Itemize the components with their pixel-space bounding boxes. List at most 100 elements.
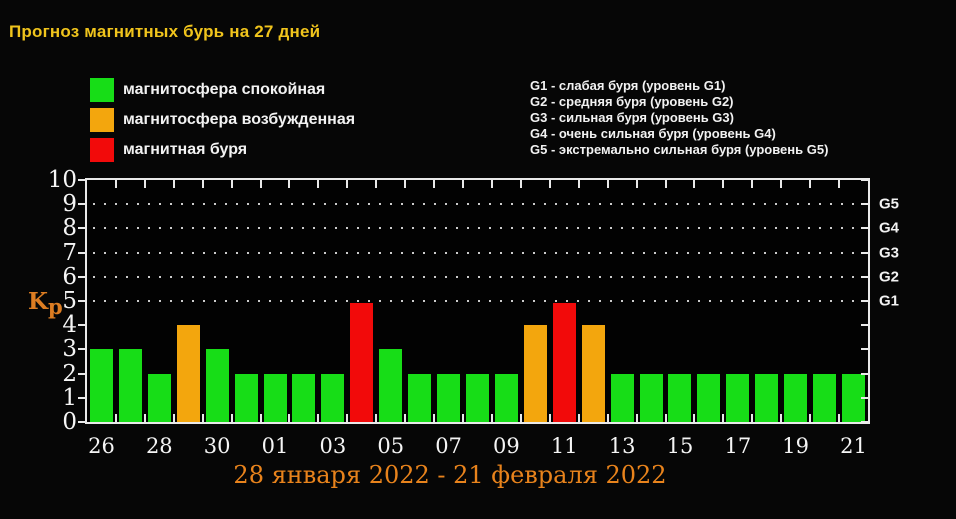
kp-label-main: K bbox=[28, 288, 48, 315]
bottom-axis-tick bbox=[838, 414, 841, 422]
top-axis-tick bbox=[490, 180, 493, 188]
bottom-axis-tick bbox=[635, 414, 638, 422]
y-axis-tick-left bbox=[78, 227, 85, 230]
bottom-axis-tick bbox=[780, 414, 783, 422]
bottom-axis-tick bbox=[577, 414, 580, 422]
storm-level-g2: G2 - средняя буря (уровень G2) bbox=[530, 94, 734, 109]
kp-bar-day-28 bbox=[147, 373, 171, 422]
kp-bar-day-13 bbox=[610, 373, 634, 422]
top-axis-tick bbox=[751, 180, 754, 188]
x-tick-label: 05 bbox=[377, 434, 405, 458]
legend-item-excited: магнитосфера возбужденная bbox=[90, 108, 355, 132]
top-axis-tick bbox=[693, 180, 696, 188]
bottom-axis-tick bbox=[519, 414, 522, 422]
legend-item-label: магнитосфера возбужденная bbox=[123, 111, 356, 128]
bottom-axis-tick bbox=[548, 414, 551, 422]
top-axis-tick bbox=[664, 180, 667, 188]
bottom-axis-tick bbox=[346, 414, 349, 422]
bottom-axis-tick bbox=[490, 414, 493, 422]
y-tick-label: 7 bbox=[62, 239, 77, 266]
kp-bar-day-02 bbox=[292, 373, 316, 422]
y-axis-tick-right bbox=[861, 227, 868, 230]
kp-bar-day-16 bbox=[697, 373, 721, 422]
top-axis-tick bbox=[722, 180, 725, 188]
top-axis-tick bbox=[172, 180, 175, 188]
bottom-axis-tick bbox=[143, 414, 146, 422]
y-tick-label: 9 bbox=[62, 191, 77, 218]
top-axis-tick bbox=[259, 180, 262, 188]
bottom-axis-tick bbox=[404, 414, 407, 422]
bottom-axis-tick bbox=[664, 414, 667, 422]
kp-bar-day-19 bbox=[784, 373, 808, 422]
top-axis-tick bbox=[404, 180, 407, 188]
quiet-color-swatch bbox=[90, 78, 114, 102]
kp-bar-day-04 bbox=[350, 303, 374, 422]
kp-bar-day-10 bbox=[523, 325, 547, 422]
bottom-axis-tick bbox=[809, 414, 812, 422]
storm-level-g1: G1 - слабая буря (уровень G1) bbox=[530, 78, 726, 93]
top-axis-tick bbox=[317, 180, 320, 188]
y-axis-tick-left bbox=[78, 275, 85, 278]
y-axis-tick-right bbox=[861, 275, 868, 278]
bottom-axis-tick bbox=[201, 414, 204, 422]
x-tick-label: 01 bbox=[261, 434, 289, 458]
kp-bar-day-31 bbox=[234, 373, 258, 422]
y-axis-tick-right bbox=[861, 203, 868, 206]
top-axis-tick bbox=[433, 180, 436, 188]
top-axis-tick bbox=[519, 180, 522, 188]
top-axis-tick bbox=[635, 180, 638, 188]
kp-bar-day-27 bbox=[118, 349, 142, 422]
kp-bar-day-08 bbox=[466, 373, 489, 422]
excited-color-swatch bbox=[90, 108, 114, 132]
bottom-axis-tick bbox=[751, 414, 754, 422]
top-axis-tick bbox=[838, 180, 841, 188]
x-tick-label: 28 bbox=[145, 434, 173, 458]
bottom-axis-tick bbox=[462, 414, 465, 422]
bottom-axis-tick bbox=[606, 414, 609, 422]
kp-bar-day-07 bbox=[437, 373, 461, 422]
y-axis-tick-right bbox=[861, 324, 868, 327]
kp-gridline bbox=[93, 300, 866, 302]
g-level-axis-label-g5: G5 bbox=[879, 195, 900, 213]
y-axis-tick-right bbox=[861, 348, 868, 351]
y-tick-label: 5 bbox=[62, 288, 77, 314]
kp-bar-day-12 bbox=[581, 325, 605, 422]
x-tick-label: 15 bbox=[666, 434, 694, 458]
top-axis-tick bbox=[143, 180, 146, 188]
y-tick-label: 0 bbox=[62, 409, 77, 435]
x-tick-label: 03 bbox=[319, 434, 347, 458]
y-tick-label: 8 bbox=[62, 215, 77, 242]
y-tick-label: 10 bbox=[47, 167, 77, 193]
page-title: Прогноз магнитных бурь на 27 дней bbox=[9, 22, 321, 41]
y-axis-title-kp: Kp bbox=[28, 288, 63, 319]
bar-color-legend: магнитосфера спокойная магнитосфера возб… bbox=[90, 78, 355, 168]
x-tick-label: 13 bbox=[608, 434, 636, 458]
x-tick-label: 17 bbox=[724, 434, 752, 458]
storm-color-swatch bbox=[90, 138, 114, 162]
bottom-axis-tick bbox=[259, 414, 262, 422]
top-axis-tick bbox=[780, 180, 783, 188]
kp-bar-day-18 bbox=[755, 373, 779, 422]
top-axis-tick bbox=[548, 180, 551, 188]
y-tick-label: 2 bbox=[62, 360, 77, 387]
legend-item-label: магнитная буря bbox=[123, 141, 248, 158]
storm-level-g4: G4 - очень сильная буря (уровень G4) bbox=[530, 126, 776, 141]
top-axis-tick bbox=[346, 180, 349, 188]
kp-bar-day-17 bbox=[726, 373, 750, 422]
kp-gridline bbox=[93, 275, 866, 278]
kp-bar-day-11 bbox=[552, 303, 576, 422]
plot-area bbox=[85, 178, 870, 424]
y-axis-tick-left bbox=[78, 421, 85, 423]
kp-bar-day-15 bbox=[668, 373, 692, 422]
top-axis-tick bbox=[809, 180, 812, 188]
top-axis-tick bbox=[375, 180, 378, 188]
legend-item-label: магнитосфера спокойная bbox=[123, 81, 326, 98]
y-axis-tick-right bbox=[861, 396, 868, 399]
storm-level-g3: G3 - сильная буря (уровень G3) bbox=[530, 110, 734, 125]
bottom-axis-tick bbox=[693, 414, 696, 422]
kp-gridline bbox=[93, 251, 866, 254]
y-axis-tick-left bbox=[78, 396, 85, 399]
y-axis-tick-left bbox=[78, 179, 85, 181]
y-axis-tick-right bbox=[861, 372, 868, 375]
bottom-axis-tick bbox=[230, 414, 233, 422]
